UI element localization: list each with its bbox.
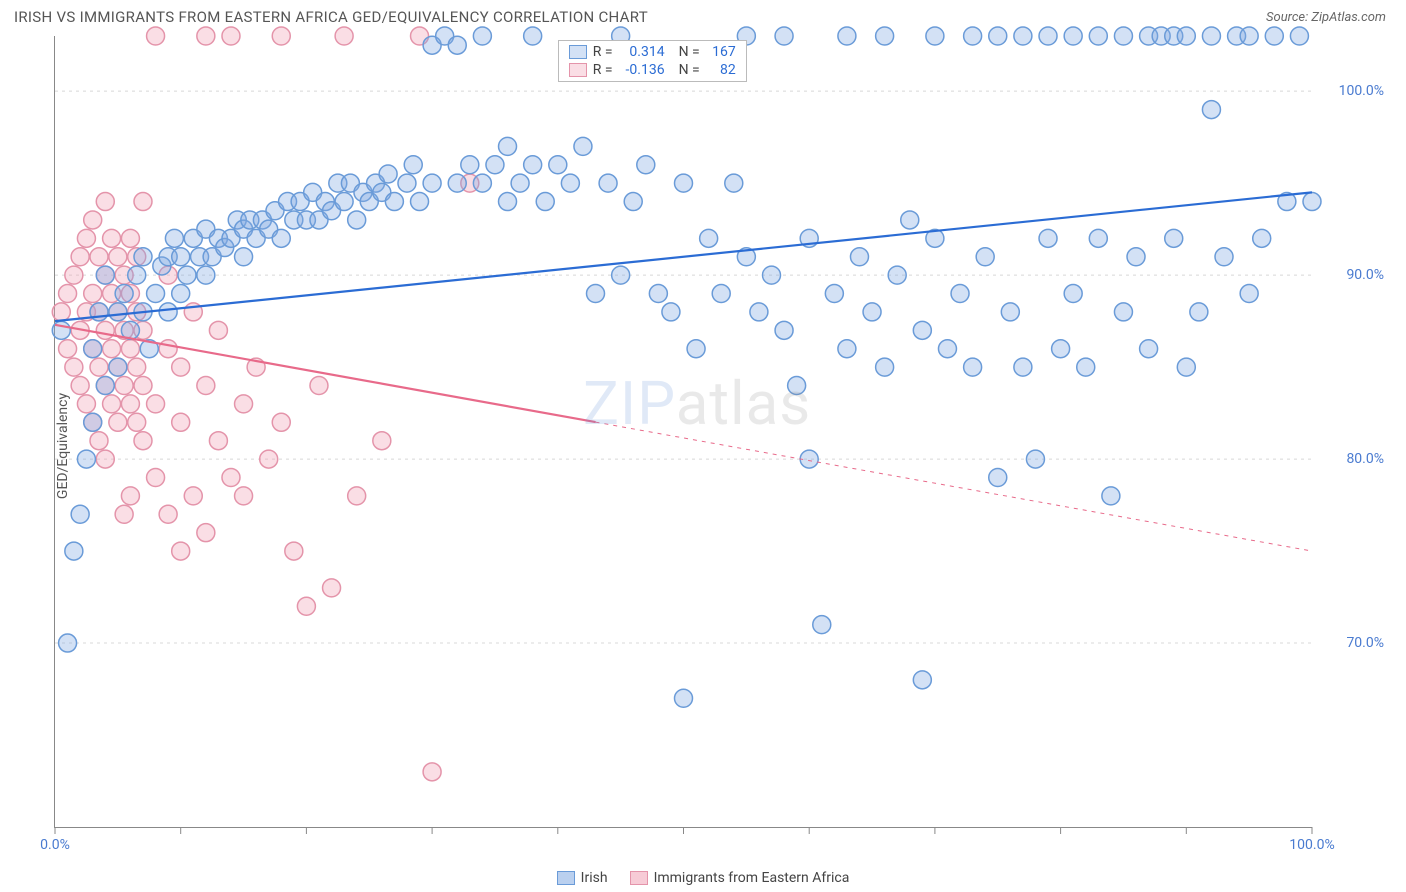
n-value: 167 bbox=[706, 44, 736, 60]
y-tick-label: 90.0% bbox=[1346, 267, 1384, 283]
y-tick-label: 70.0% bbox=[1346, 635, 1384, 651]
r-label: R = bbox=[593, 44, 613, 60]
stats-row: R = 0.314 N = 167 bbox=[559, 43, 746, 61]
n-value: 82 bbox=[706, 62, 736, 78]
x-tick-label: 0.0% bbox=[40, 837, 70, 853]
legend-item: Immigrants from Eastern Africa bbox=[630, 870, 850, 886]
legend-swatch bbox=[557, 871, 575, 885]
stats-row: R = -0.136 N = 82 bbox=[559, 61, 746, 79]
chart-area: GED/Equivalency ZIPatlas R = 0.314 N = 1… bbox=[14, 34, 1392, 858]
r-label: R = bbox=[593, 62, 613, 78]
r-value: -0.136 bbox=[619, 62, 665, 78]
legend: Irish Immigrants from Eastern Africa bbox=[0, 870, 1406, 886]
y-tick-label: 100.0% bbox=[1339, 83, 1384, 99]
y-tick-label: 80.0% bbox=[1346, 451, 1384, 467]
scatter-plot: ZIPatlas R = 0.314 N = 167 R = -0.136 N … bbox=[54, 36, 1312, 828]
legend-swatch bbox=[630, 871, 648, 885]
n-label: N = bbox=[679, 44, 700, 60]
series-swatch bbox=[569, 63, 587, 77]
r-value: 0.314 bbox=[619, 44, 665, 60]
series-swatch bbox=[569, 45, 587, 59]
correlation-stats-box: R = 0.314 N = 167 R = -0.136 N = 82 bbox=[558, 40, 747, 82]
source-label: Source: ZipAtlas.com bbox=[1266, 10, 1386, 25]
legend-label: Immigrants from Eastern Africa bbox=[654, 870, 850, 886]
chart-title: IRISH VS IMMIGRANTS FROM EASTERN AFRICA … bbox=[14, 8, 648, 26]
n-label: N = bbox=[679, 62, 700, 78]
x-tick-label: 100.0% bbox=[1289, 837, 1334, 853]
legend-label: Irish bbox=[581, 870, 608, 886]
legend-item: Irish bbox=[557, 870, 608, 886]
